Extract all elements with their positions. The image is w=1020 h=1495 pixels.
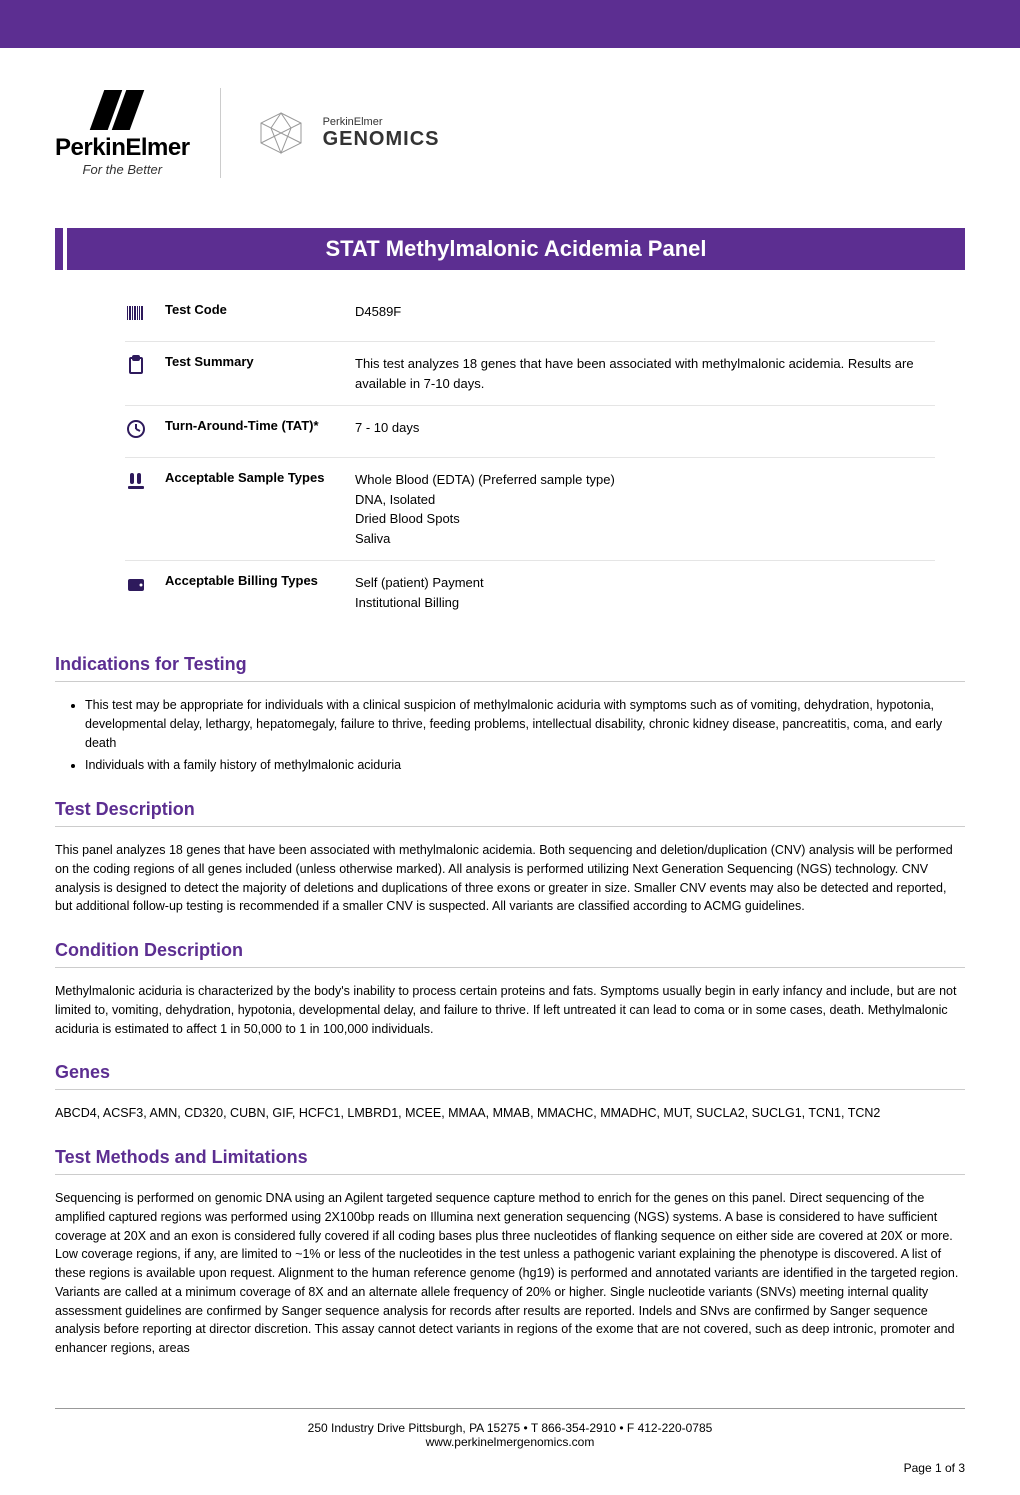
section-body-indications: This test may be appropriate for individ… (55, 696, 965, 775)
section-title-cond: Condition Description (55, 940, 965, 968)
wallet-icon (125, 573, 165, 600)
section-title-genes: Genes (55, 1062, 965, 1090)
gen-small-text: PerkinElmer (323, 116, 440, 128)
genomics-icon (251, 108, 311, 158)
info-table: Test Code D4589F Test Summary This test … (125, 290, 935, 624)
clipboard-icon (125, 354, 165, 381)
info-label: Test Code (165, 302, 355, 317)
info-value: Self (patient) Payment Institutional Bil… (355, 573, 935, 612)
info-label: Test Summary (165, 354, 355, 369)
footer-address: 250 Industry Drive Pittsburgh, PA 15275 … (0, 1421, 1020, 1435)
pe-mark-icon (97, 90, 147, 130)
page-title: STAT Methylmalonic Acidemia Panel (67, 228, 965, 270)
clock-icon (125, 418, 165, 445)
info-value: This test analyzes 18 genes that have be… (355, 354, 935, 393)
info-row-test-summary: Test Summary This test analyzes 18 genes… (125, 342, 935, 406)
section-title-indications: Indications for Testing (55, 654, 965, 682)
footer: 250 Industry Drive Pittsburgh, PA 15275 … (0, 1409, 1020, 1453)
logo-row: PerkinElmer For the Better PerkinElmer G… (55, 88, 965, 178)
info-label: Turn-Around-Time (TAT)* (165, 418, 355, 433)
top-purple-bar (0, 0, 1020, 48)
info-row-billing: Acceptable Billing Types Self (patient) … (125, 561, 935, 624)
perkinelmer-logo: PerkinElmer For the Better (55, 90, 190, 177)
info-row-tat: Turn-Around-Time (TAT)* 7 - 10 days (125, 406, 935, 458)
logo-divider (220, 88, 221, 178)
pe-brand-name: PerkinElmer (55, 134, 190, 162)
section-body-cond: Methylmalonic aciduria is characterized … (55, 982, 965, 1038)
info-row-test-code: Test Code D4589F (125, 290, 935, 342)
tubes-icon (125, 470, 165, 497)
section-body-test-desc: This panel analyzes 18 genes that have b… (55, 841, 965, 916)
title-bar: STAT Methylmalonic Acidemia Panel (55, 228, 965, 270)
info-value: D4589F (355, 302, 935, 322)
section-body-methods: Sequencing is performed on genomic DNA u… (55, 1189, 965, 1358)
section-title-methods: Test Methods and Limitations (55, 1147, 965, 1175)
info-value: 7 - 10 days (355, 418, 935, 438)
section-body-genes: ABCD4, ACSF3, AMN, CD320, CUBN, GIF, HCF… (55, 1104, 965, 1123)
barcode-icon (125, 302, 165, 329)
info-value: Whole Blood (EDTA) (Preferred sample typ… (355, 470, 935, 548)
gen-big-text: GENOMICS (323, 128, 440, 151)
page-content: PerkinElmer For the Better PerkinElmer G… (0, 48, 1020, 1378)
genomics-logo: PerkinElmer GENOMICS (251, 108, 440, 158)
pe-tagline: For the Better (83, 162, 162, 177)
info-label: Acceptable Sample Types (165, 470, 355, 485)
list-item: Individuals with a family history of met… (85, 756, 965, 775)
info-row-samples: Acceptable Sample Types Whole Blood (EDT… (125, 458, 935, 561)
section-title-test-desc: Test Description (55, 799, 965, 827)
list-item: This test may be appropriate for individ… (85, 696, 965, 752)
info-label: Acceptable Billing Types (165, 573, 355, 588)
page-number: Page 1 of 3 (0, 1453, 1020, 1495)
